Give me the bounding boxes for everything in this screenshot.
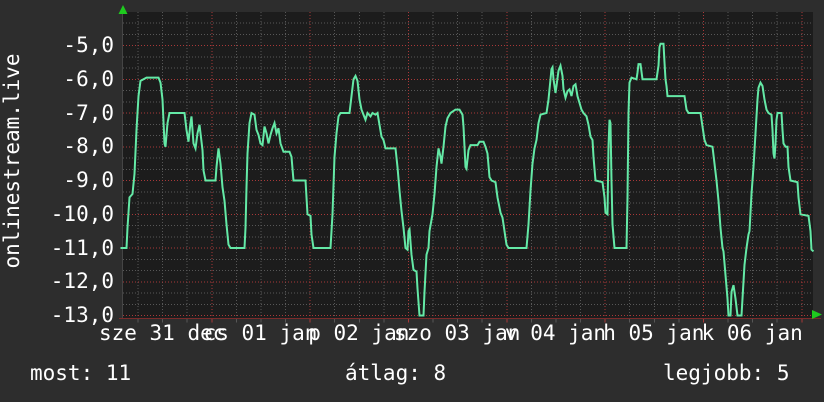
- y-axis-tick-label: -11,0: [50, 235, 114, 260]
- stat-most-label: most:: [30, 361, 94, 385]
- y-axis-tick-label: -10,0: [50, 201, 114, 226]
- stat-most: most: 11: [30, 361, 131, 385]
- plot-area: [123, 12, 813, 318]
- x-axis-tick-label: h 05 jan: [603, 321, 705, 345]
- y-axis-tick-label: -9,0: [63, 168, 114, 192]
- y-axis-tick-label: -13,0: [50, 303, 114, 327]
- y-axis-tick-label: -8,0: [63, 134, 114, 159]
- stat-legjobb-value: 5: [776, 361, 790, 385]
- y-axis-tick-label: -7,0: [63, 100, 114, 125]
- x-axis-tick-label: cs 01 jan: [203, 321, 318, 345]
- stat-legjobb: legjobb: 5: [663, 361, 789, 385]
- stat-atlag-label: átlag:: [345, 361, 421, 385]
- x-axis-tick-label: v 04 jan: [504, 321, 607, 345]
- y-axis-tick-label: -6,0: [63, 66, 114, 91]
- data-series-line: [120, 42, 815, 317]
- stat-most-value: 11: [105, 361, 132, 385]
- stat-legjobb-label: legjobb:: [663, 361, 765, 385]
- x-axis-tick-label: sze 31 dec: [98, 321, 226, 345]
- x-axis-tick-label: szo 03 jan: [393, 321, 521, 345]
- x-axis-tick-label: k 06 jan: [701, 321, 803, 345]
- y-axis-up-arrow-icon: [118, 5, 128, 14]
- y-axis-tick-label: -12,0: [50, 269, 114, 294]
- y-axis-tick-label: -5,0: [63, 33, 114, 57]
- stat-atlag-value: 8: [433, 361, 447, 385]
- stat-atlag: átlag: 8: [345, 361, 446, 385]
- x-axis-tick-label: p 02 jan: [308, 321, 410, 345]
- x-axis-right-arrow-icon: [812, 310, 822, 319]
- stats-row: most: 11 átlag: 8 legjobb: 5: [0, 361, 824, 391]
